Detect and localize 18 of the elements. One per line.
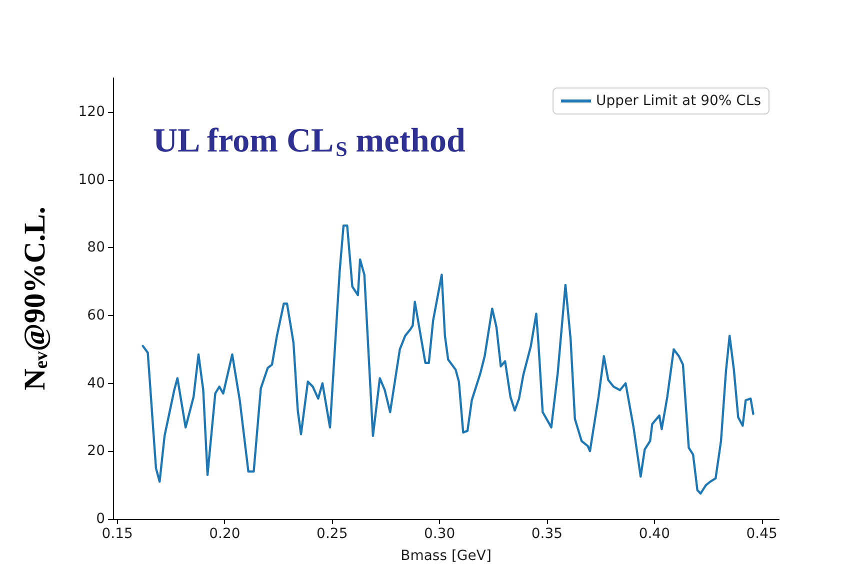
legend-label: Upper Limit at 90% CLs [596,93,761,109]
y-tick-label: 20 [87,443,105,460]
x-tick-label: 0.35 [531,526,563,542]
line-series [142,224,754,495]
y-tick-label: 80 [87,240,105,256]
y-tick-label: 120 [78,104,105,120]
x-axis-title: Bmass [GeV] [400,548,492,564]
x-tick-label: 0.25 [316,526,348,542]
x-tick-label: 0.45 [746,526,778,542]
y-tick-label: 100 [78,172,105,188]
y-tick-label: 0 [96,511,105,527]
x-tick-label: 0.20 [209,526,240,542]
y-axis-title: Nev@90%C.L. [18,206,52,390]
x-tick-label: 0.15 [102,526,133,542]
y-tick-label: 60 [87,307,105,324]
x-tick-label: 0.30 [424,526,456,542]
x-tick-label: 0.40 [638,526,670,542]
y-tick-label: 40 [87,375,105,392]
